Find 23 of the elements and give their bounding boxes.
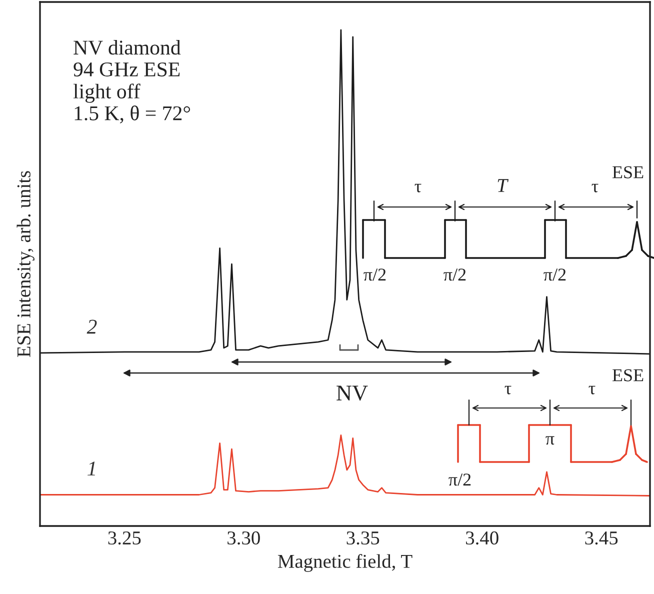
annotation: τ bbox=[592, 184, 598, 192]
x-tick-label: 3.40 bbox=[466, 531, 498, 545]
x-axis-title: Magnetic field, T bbox=[278, 554, 412, 572]
annotation: π bbox=[546, 436, 554, 445]
annotation: τ bbox=[504, 386, 512, 394]
series-label: 1 bbox=[88, 462, 95, 476]
annotation: π/2 bbox=[544, 268, 566, 281]
x-tick-label: 3.30 bbox=[228, 531, 260, 545]
x-tick-label: 3.35 bbox=[346, 531, 380, 545]
annotation: NV diamond 94 GHz ESE light off 1.5 K, θ = 72° bbox=[73, 40, 190, 124]
x-tick-label: 3.45 bbox=[585, 531, 618, 545]
annotation: τ bbox=[588, 386, 596, 394]
annotation: T bbox=[498, 179, 509, 192]
annotation: ESE bbox=[612, 369, 644, 382]
annotation: NV bbox=[336, 386, 368, 401]
annotation: ESE bbox=[612, 166, 644, 178]
series-label: 2 bbox=[86, 320, 97, 334]
annotation: π/2 bbox=[444, 268, 466, 281]
annotation: π/2 bbox=[448, 474, 471, 486]
x-tick-label: 3.25 bbox=[108, 531, 141, 545]
annotation: τ bbox=[414, 184, 422, 192]
annotation: π/2 bbox=[364, 268, 386, 281]
y-axis-title: ESE intensity, arb. units bbox=[16, 171, 34, 358]
